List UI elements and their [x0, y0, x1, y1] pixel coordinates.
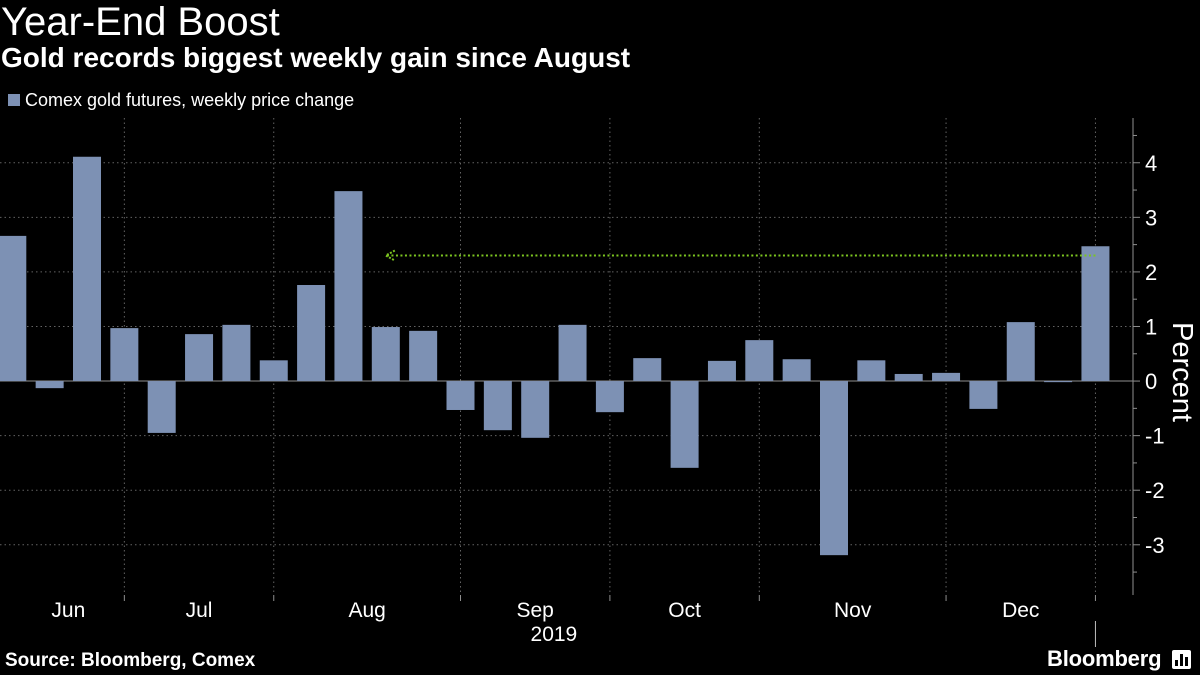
bar-week-23 — [820, 381, 848, 556]
y-tick-label: 2 — [1145, 260, 1157, 285]
y-tick-label: -2 — [1145, 478, 1165, 503]
y-tick-label: 1 — [1145, 314, 1157, 339]
bar-week-16 — [558, 324, 587, 382]
x-month-label: Jul — [186, 599, 213, 622]
bar-week-6 — [185, 334, 214, 382]
bar-week-27 — [969, 381, 998, 409]
y-tick-label: 4 — [1145, 151, 1157, 176]
bar-week-25 — [894, 373, 923, 382]
y-axis: 4 3 2 1 0 -1 -2 -3 — [1132, 118, 1165, 595]
bar-week-12 — [409, 330, 438, 382]
bar-week-8 — [259, 360, 288, 382]
bar-week-18 — [633, 358, 662, 382]
x-month-label: Dec — [1002, 599, 1039, 622]
bar-week-17 — [595, 381, 624, 413]
y-tick-label: -1 — [1145, 424, 1165, 449]
y-tick-label: 3 — [1145, 205, 1157, 230]
legend: Comex gold futures, weekly price change — [8, 89, 354, 111]
source-note: Source: Bloomberg, Comex — [5, 650, 256, 671]
bloomberg-chart-icon — [1172, 649, 1192, 669]
icon-bar — [1175, 659, 1179, 666]
bar-series — [0, 156, 1110, 556]
bar-week-10 — [334, 191, 363, 382]
x-month-label: Sep — [517, 599, 554, 622]
x-month-label: Nov — [834, 599, 872, 622]
bar-week-1 — [0, 235, 27, 382]
brand-name: Bloomberg — [1047, 646, 1162, 671]
vertical-gridlines — [123, 118, 1096, 595]
icon-bar — [1180, 653, 1184, 666]
bar-week-24 — [857, 360, 886, 382]
x-month-label: Jun — [51, 599, 85, 622]
bar-week-4 — [110, 328, 139, 382]
bar-week-7 — [222, 324, 251, 382]
bar-week-22 — [782, 359, 811, 382]
x-axis: Jun Jul Aug Sep Oct Nov Dec 2019 — [51, 595, 1096, 647]
bar-week-29 — [1044, 381, 1073, 383]
x-year-label: 2019 — [531, 623, 578, 646]
legend-label: Comex gold futures, weekly price change — [25, 90, 355, 110]
y-tick-label: 0 — [1145, 369, 1157, 394]
bar-week-30 — [1081, 246, 1110, 382]
chart-title: Year-End Boost — [1, 0, 280, 44]
icon-bar — [1185, 656, 1189, 666]
annotation-arrowhead — [383, 249, 396, 262]
bar-week-9 — [297, 285, 326, 382]
brand-logo: Bloomberg — [1047, 646, 1192, 672]
bar-week-26 — [932, 372, 961, 382]
y-tick-label: -3 — [1145, 533, 1165, 558]
bar-week-21 — [745, 340, 774, 382]
x-month-label: Aug — [348, 599, 385, 622]
x-month-label: Oct — [668, 599, 701, 622]
bar-week-15 — [521, 381, 550, 438]
annotation-arrow — [383, 249, 1096, 262]
bar-week-13 — [446, 381, 475, 410]
bar-week-5 — [147, 381, 176, 433]
bar-week-11 — [371, 327, 400, 382]
bar-week-2 — [35, 381, 64, 389]
bar-week-3 — [73, 156, 101, 382]
chart-subtitle: Gold records biggest weekly gain since A… — [1, 42, 631, 73]
y-axis-title: Percent — [1166, 322, 1198, 422]
legend-swatch — [8, 94, 20, 106]
bar-week-20 — [707, 360, 736, 382]
bar-week-19 — [670, 381, 699, 468]
bar-week-14 — [483, 381, 512, 431]
bar-week-28 — [1006, 322, 1035, 382]
